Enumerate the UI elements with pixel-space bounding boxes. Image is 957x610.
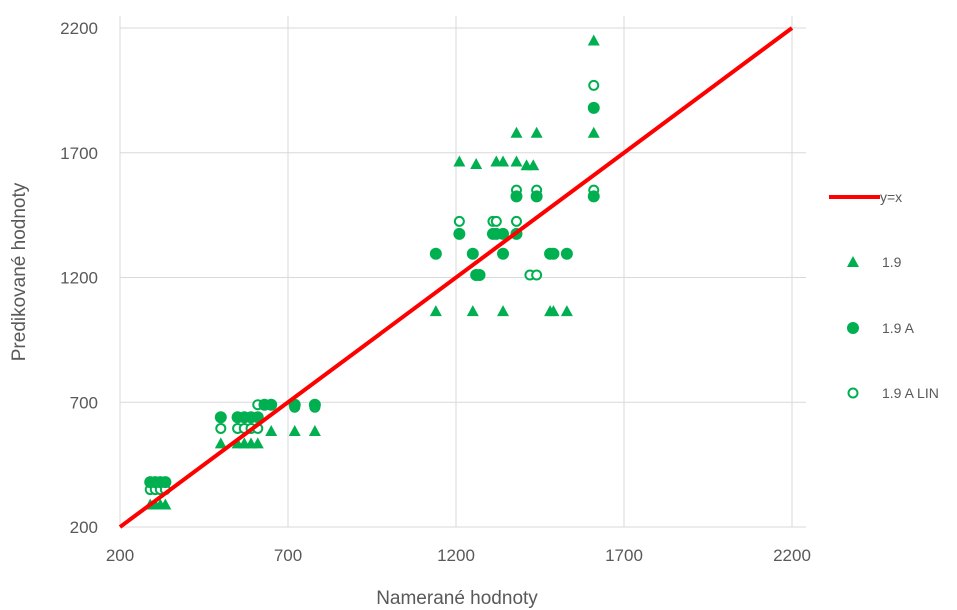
data-point-1-9 xyxy=(587,126,600,138)
x-tick-label: 200 xyxy=(106,546,134,565)
data-point-1-9-a xyxy=(587,101,600,114)
y-tick-label: 2200 xyxy=(60,19,98,38)
data-point-1-9-a xyxy=(497,227,510,240)
data-point-1-9 xyxy=(466,305,479,317)
data-point-1-9 xyxy=(510,155,523,167)
y-axis-label: Predikované hodnoty xyxy=(9,182,30,361)
data-point-1-9-a xyxy=(159,476,172,489)
x-tick-label: 2200 xyxy=(773,546,811,565)
data-point-1-9-a-lin xyxy=(588,79,600,91)
data-point-1-9 xyxy=(527,159,540,171)
data-point-1-9 xyxy=(429,305,442,317)
data-point-1-9-a-lin xyxy=(510,215,522,227)
tick-labels: 200 700 1200 1700 2200 200 700 1200 1700 2200 xyxy=(60,19,811,565)
y-tick-label: 200 xyxy=(70,518,98,537)
legend-item-1-9-a-lin: 1.9 A LIN xyxy=(847,385,939,401)
legend-marker-1-9 xyxy=(847,256,859,267)
data-point-1-9 xyxy=(470,157,483,169)
data-point-1-9 xyxy=(159,498,172,510)
data-point-1-9 xyxy=(560,305,573,317)
data-point-1-9 xyxy=(547,305,560,317)
data-point-1-9-a-lin xyxy=(490,215,502,227)
data-point-1-9 xyxy=(214,437,227,449)
legend-label: 1.9 A LIN xyxy=(882,385,939,401)
legend-label: y=x xyxy=(880,189,902,205)
series-line-y-equals-x xyxy=(118,26,794,529)
x-axis-label: Namerané hodnoty xyxy=(376,588,538,609)
data-point-1-9-a xyxy=(587,190,600,203)
data-point-1-9-a xyxy=(560,247,573,260)
x-tick-label: 700 xyxy=(274,546,302,565)
data-point-1-9-a xyxy=(453,227,466,240)
y-tick-label: 700 xyxy=(70,393,98,412)
data-point-1-9 xyxy=(265,424,278,436)
data-point-1-9 xyxy=(587,34,600,46)
data-point-1-9-a-lin xyxy=(215,422,227,434)
data-point-1-9 xyxy=(510,126,523,138)
legend-item-1-9: 1.9 xyxy=(847,254,902,270)
x-tick-label: 1700 xyxy=(605,546,643,565)
y-tick-label: 1200 xyxy=(60,269,98,288)
data-point-1-9-a-lin xyxy=(531,269,543,281)
data-point-1-9-a xyxy=(308,398,321,411)
data-point-1-9 xyxy=(288,424,301,436)
data-point-1-9-a xyxy=(497,247,510,260)
data-point-1-9-a xyxy=(530,190,543,203)
x-tick-label: 1200 xyxy=(437,546,475,565)
data-point-1-9 xyxy=(251,437,264,449)
data-point-1-9-a-lin xyxy=(453,215,465,227)
data-point-1-9-a xyxy=(510,190,523,203)
data-point-1-9 xyxy=(530,126,543,138)
data-point-1-9-a xyxy=(429,247,442,260)
legend-marker-1-9-a xyxy=(847,322,859,334)
data-point-1-9-a xyxy=(265,398,278,411)
data-point-1-9-a xyxy=(466,247,479,260)
legend-label: 1.9 A xyxy=(882,320,915,336)
legend-marker-1-9-a-lin xyxy=(847,387,859,399)
legend-item-y-x: y=x xyxy=(829,189,902,205)
data-point-1-9 xyxy=(497,305,510,317)
legend: y=x 1.9 1.9 A 1.9 A LIN xyxy=(829,189,939,401)
legend-item-1-9-a: 1.9 A xyxy=(847,320,915,336)
grid xyxy=(119,16,806,528)
data-point-1-9 xyxy=(497,155,510,167)
data-point-1-9-a xyxy=(473,269,486,282)
data-point-1-9-a xyxy=(547,247,560,260)
data-point-1-9-a xyxy=(214,411,227,424)
data-point-1-9 xyxy=(453,155,466,167)
y-tick-label: 1700 xyxy=(60,144,98,163)
legend-label: 1.9 xyxy=(882,254,902,270)
data-point-1-9 xyxy=(308,424,321,436)
plot-area xyxy=(118,26,794,529)
